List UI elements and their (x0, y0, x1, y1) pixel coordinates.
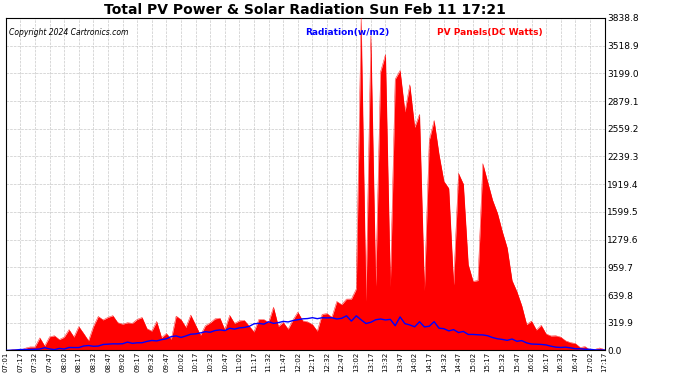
Title: Total PV Power & Solar Radiation Sun Feb 11 17:21: Total PV Power & Solar Radiation Sun Feb… (104, 3, 506, 17)
Text: Radiation(w/m2): Radiation(w/m2) (305, 28, 389, 37)
Text: PV Panels(DC Watts): PV Panels(DC Watts) (437, 28, 542, 37)
Text: Copyright 2024 Cartronics.com: Copyright 2024 Cartronics.com (9, 28, 128, 37)
